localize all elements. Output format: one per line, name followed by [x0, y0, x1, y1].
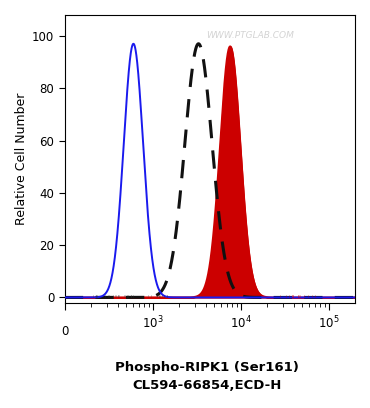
Text: CL594-66854,ECD-H: CL594-66854,ECD-H	[132, 379, 282, 392]
Text: Phospho-RIPK1 (Ser161): Phospho-RIPK1 (Ser161)	[115, 361, 299, 374]
Y-axis label: Relative Cell Number: Relative Cell Number	[15, 93, 28, 225]
Text: 0: 0	[61, 325, 68, 338]
Text: WWW.PTGLAB.COM: WWW.PTGLAB.COM	[206, 31, 295, 40]
